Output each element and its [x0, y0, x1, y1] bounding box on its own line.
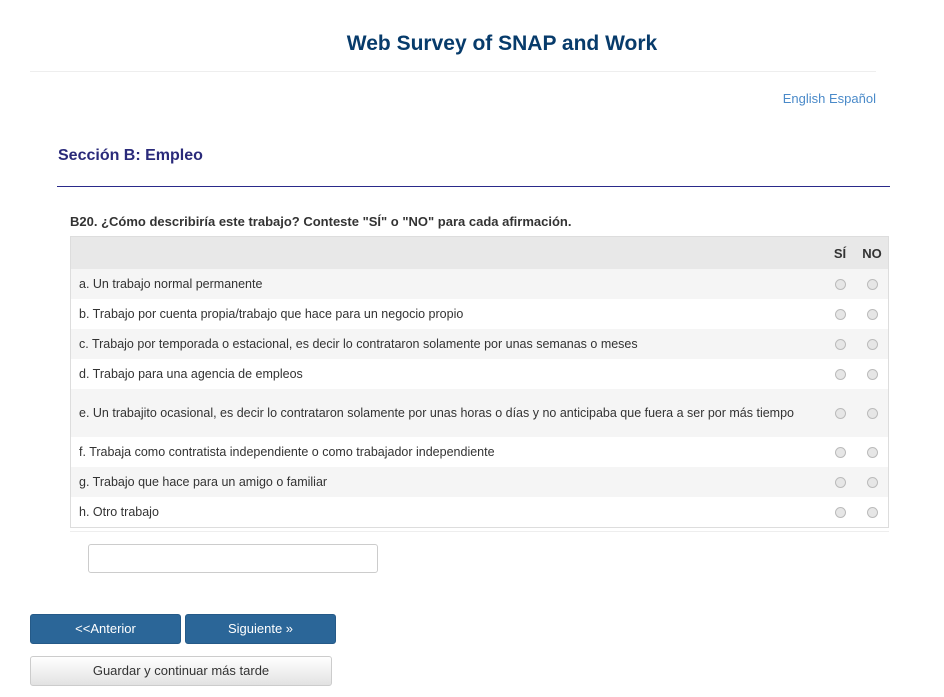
- section-divider: [57, 186, 890, 187]
- radio-no[interactable]: [866, 339, 878, 351]
- question-grid: SÍ NO a. Un trabajo normal permanente b. T…: [70, 236, 889, 528]
- language-switcher: English Español: [783, 91, 876, 106]
- table-row: b. Trabajo por cuenta propia/trabajo que…: [71, 299, 889, 329]
- question-text: B20. ¿Cómo describiría este trabajo? Con…: [70, 214, 572, 229]
- table-row: g. Trabajo que hace para un amigo o fami…: [70, 467, 889, 497]
- radio-no[interactable]: [866, 369, 878, 381]
- english-link[interactable]: English: [782, 91, 826, 106]
- table-row: h. Otro trabajo: [71, 497, 889, 528]
- section-title: Sección B: Empleo: [58, 147, 203, 164]
- table-row: d. Trabajo para una agencia de empleos: [71, 359, 889, 389]
- radio-si[interactable]: [834, 408, 846, 420]
- next-button[interactable]: Siguiente »: [185, 614, 336, 644]
- row-label: g. Trabajo que hace para un amigo o fami…: [70, 467, 824, 497]
- save-continue-later-button[interactable]: Guardar y continuar más tarde: [30, 656, 332, 686]
- table-row: e. Un trabajito ocasional, es decir lo c…: [70, 389, 889, 437]
- radio-no[interactable]: [866, 408, 878, 420]
- spanish-link[interactable]: Español: [829, 91, 876, 106]
- radio-no[interactable]: [866, 447, 878, 459]
- previous-button[interactable]: <<Anterior: [30, 614, 181, 644]
- radio-no[interactable]: [866, 507, 878, 519]
- column-no: NO: [856, 236, 889, 269]
- divider: [70, 531, 889, 532]
- radio-no[interactable]: [866, 309, 878, 321]
- radio-si[interactable]: [834, 339, 846, 351]
- radio-si[interactable]: [834, 447, 846, 459]
- radio-si[interactable]: [834, 507, 846, 519]
- radio-no[interactable]: [866, 279, 878, 291]
- radio-no[interactable]: [866, 477, 878, 489]
- table-row: a. Un trabajo normal permanente: [70, 269, 889, 299]
- divider: [30, 71, 876, 72]
- radio-si[interactable]: [834, 477, 846, 489]
- radio-si[interactable]: [834, 369, 846, 381]
- row-label: a. Un trabajo normal permanente: [70, 269, 824, 299]
- column-si: SÍ: [824, 236, 856, 269]
- page-title: Web Survey of SNAP and Work: [346, 32, 658, 55]
- radio-si[interactable]: [834, 279, 846, 291]
- other-job-input[interactable]: [88, 544, 378, 573]
- table-row: f. Trabaja como contratista independient…: [71, 437, 889, 467]
- radio-si[interactable]: [834, 309, 846, 321]
- row-label: d. Trabajo para una agencia de empleos: [79, 367, 303, 381]
- row-label: c. Trabajo por temporada o estacional, e…: [70, 329, 824, 359]
- row-label: f. Trabaja como contratista independient…: [79, 445, 495, 459]
- row-label: h. Otro trabajo: [79, 505, 159, 519]
- row-label: b. Trabajo por cuenta propia/trabajo que…: [79, 307, 464, 321]
- row-label: e. Un trabajito ocasional, es decir lo c…: [70, 389, 824, 437]
- table-row: c. Trabajo por temporada o estacional, e…: [70, 329, 889, 359]
